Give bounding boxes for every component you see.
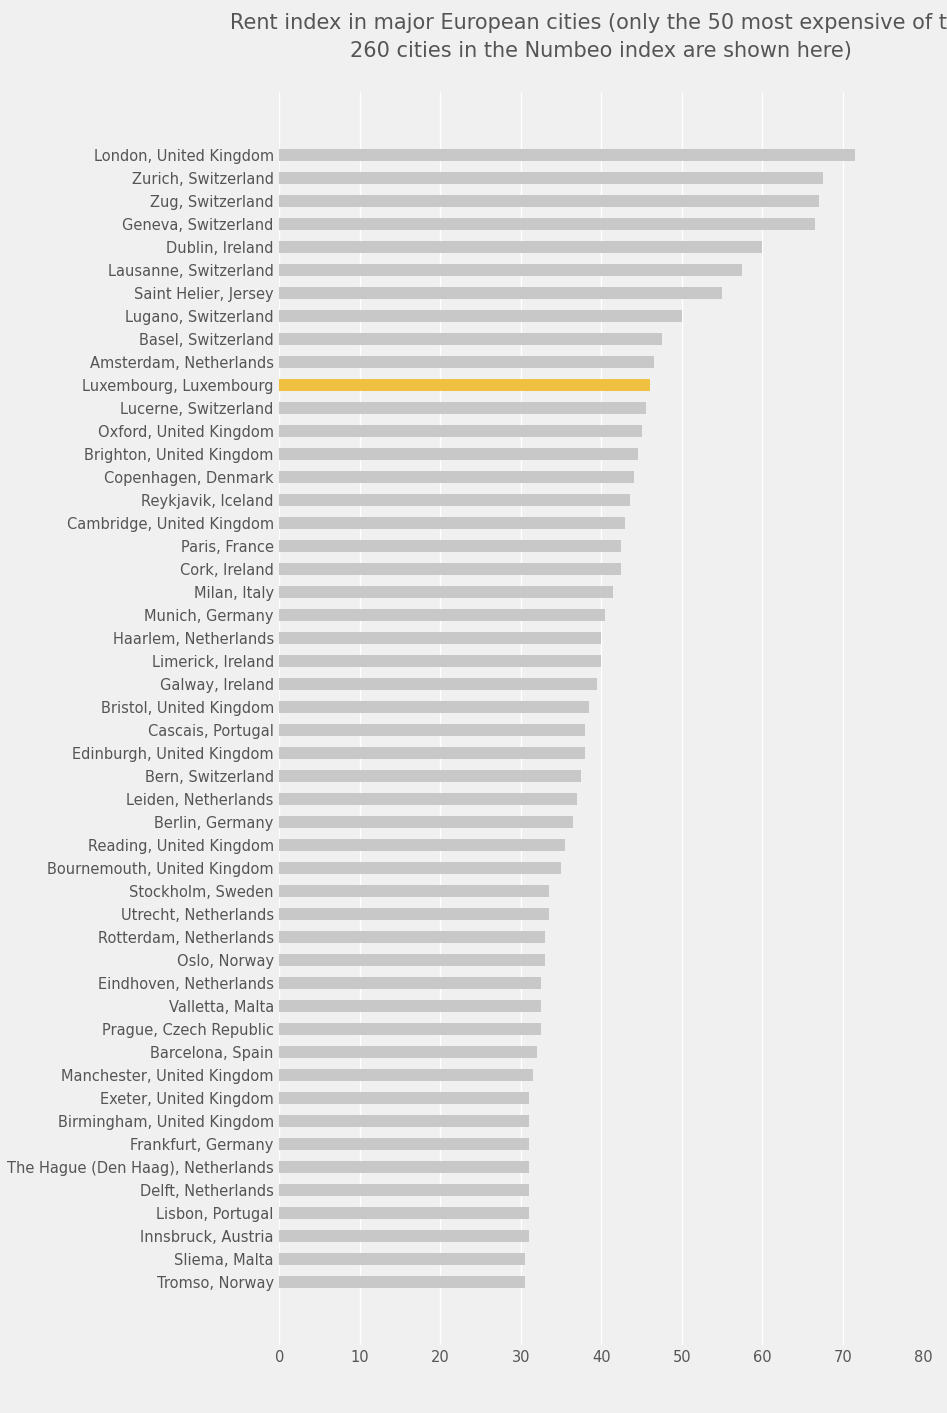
- Bar: [279, 907, 549, 920]
- Bar: [279, 1046, 537, 1058]
- Bar: [279, 632, 601, 644]
- Bar: [279, 309, 682, 322]
- Bar: [279, 976, 541, 989]
- Bar: [279, 471, 634, 483]
- Bar: [279, 1207, 528, 1219]
- Bar: [279, 701, 589, 714]
- Bar: [279, 1160, 528, 1173]
- Bar: [279, 218, 814, 230]
- Bar: [279, 240, 762, 253]
- Bar: [279, 1276, 525, 1289]
- Bar: [279, 1115, 528, 1128]
- Bar: [279, 148, 855, 161]
- Bar: [279, 862, 561, 875]
- Bar: [279, 333, 662, 345]
- Bar: [279, 746, 585, 759]
- Bar: [279, 815, 573, 828]
- Bar: [279, 540, 621, 552]
- Bar: [279, 723, 585, 736]
- Bar: [279, 654, 601, 667]
- Bar: [279, 1229, 528, 1242]
- Bar: [279, 931, 545, 944]
- Bar: [279, 1184, 528, 1197]
- Bar: [279, 839, 565, 851]
- Bar: [279, 562, 621, 575]
- Bar: [279, 1252, 525, 1265]
- Bar: [279, 954, 545, 966]
- Bar: [279, 448, 637, 461]
- Bar: [279, 793, 577, 805]
- Bar: [279, 770, 581, 783]
- Bar: [279, 195, 818, 208]
- Bar: [279, 885, 549, 897]
- Bar: [279, 356, 653, 369]
- Bar: [279, 401, 646, 414]
- Bar: [279, 172, 823, 185]
- Bar: [279, 493, 630, 506]
- Title: Rent index in major European cities (only the 50 most expensive of the
260 citie: Rent index in major European cities (onl…: [230, 13, 947, 61]
- Bar: [279, 1092, 528, 1104]
- Bar: [279, 609, 605, 622]
- Bar: [279, 1137, 528, 1150]
- Bar: [279, 586, 614, 598]
- Bar: [279, 517, 625, 530]
- Bar: [279, 678, 598, 691]
- Bar: [279, 1023, 541, 1036]
- Bar: [279, 379, 650, 391]
- Bar: [279, 425, 641, 438]
- Bar: [279, 287, 723, 300]
- Bar: [279, 999, 541, 1012]
- Bar: [279, 264, 742, 277]
- Bar: [279, 1068, 533, 1081]
